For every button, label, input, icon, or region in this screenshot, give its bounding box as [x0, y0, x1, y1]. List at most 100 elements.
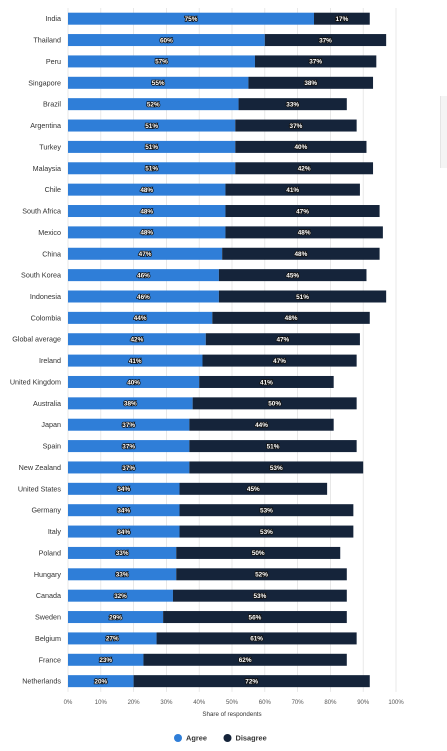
- bar-disagree: [264, 34, 387, 47]
- data-label-agree: 46%: [137, 294, 150, 301]
- data-label-disagree: 45%: [286, 272, 299, 279]
- bar-disagree: [179, 482, 328, 495]
- data-label-disagree: 38%: [304, 80, 317, 87]
- bar-agree: [68, 311, 213, 324]
- data-label-agree: 33%: [116, 572, 129, 579]
- data-label-agree: 40%: [127, 379, 140, 386]
- data-label-agree: 46%: [137, 272, 150, 279]
- data-label-agree: 38%: [124, 401, 137, 408]
- data-label-agree: 51%: [145, 144, 158, 151]
- data-label-agree: 52%: [147, 101, 160, 108]
- bar-disagree: [225, 205, 380, 218]
- bar-disagree: [156, 632, 357, 645]
- category-label: Indonesia: [30, 292, 61, 301]
- bar-agree: [68, 333, 206, 346]
- bar-agree: [68, 375, 200, 388]
- bar-agree: [68, 675, 134, 688]
- category-label: New Zealand: [19, 463, 61, 472]
- bar-disagree: [235, 140, 367, 153]
- bar-agree: [68, 269, 219, 282]
- side-panel-tab[interactable]: [440, 96, 447, 168]
- data-label-agree: 44%: [134, 315, 147, 322]
- data-label-agree: 41%: [129, 358, 142, 365]
- x-tick-label: 20%: [128, 700, 141, 706]
- bar-agree: [68, 34, 265, 47]
- legend-marker-disagree: [223, 734, 232, 742]
- category-label: Colombia: [31, 313, 61, 322]
- data-label-disagree: 44%: [255, 422, 268, 429]
- category-label: South Africa: [22, 207, 61, 216]
- bar-agree: [68, 632, 157, 645]
- bar-agree: [68, 397, 193, 410]
- category-label: Malaysia: [33, 164, 61, 173]
- data-label-agree: 60%: [160, 37, 173, 44]
- data-label-agree: 48%: [140, 187, 153, 194]
- data-label-agree: 32%: [114, 593, 127, 600]
- bar-agree: [68, 98, 239, 111]
- bar-disagree: [225, 183, 360, 196]
- bar-disagree: [202, 354, 357, 367]
- legend-label-agree: Agree: [186, 734, 207, 743]
- bar-disagree: [235, 119, 357, 132]
- bar-disagree: [314, 12, 370, 25]
- data-label-agree: 51%: [145, 123, 158, 130]
- x-tick-label: 100%: [388, 700, 404, 706]
- data-label-disagree: 51%: [267, 443, 280, 450]
- data-label-disagree: 48%: [285, 315, 298, 322]
- bar-disagree: [179, 525, 354, 538]
- bar-disagree: [212, 311, 370, 324]
- category-label: Ireland: [39, 356, 61, 365]
- bar-agree: [68, 461, 190, 474]
- data-label-agree: 51%: [145, 166, 158, 173]
- category-label: United Kingdom: [10, 377, 61, 386]
- data-label-disagree: 41%: [260, 379, 273, 386]
- data-label-agree: 23%: [99, 657, 112, 664]
- bar-disagree: [199, 375, 334, 388]
- bar-agree: [68, 525, 180, 538]
- data-label-agree: 37%: [122, 422, 135, 429]
- data-label-disagree: 52%: [255, 572, 268, 579]
- x-axis-title: Share of respondents: [202, 711, 261, 718]
- category-label: Global average: [12, 335, 61, 344]
- bar-disagree: [189, 418, 334, 431]
- category-label: United States: [18, 484, 62, 493]
- bar-agree: [68, 504, 180, 517]
- category-label: Poland: [39, 548, 61, 557]
- bar-disagree: [235, 162, 374, 175]
- data-label-agree: 29%: [109, 614, 122, 621]
- bar-agree: [68, 140, 236, 153]
- data-label-disagree: 48%: [298, 230, 311, 237]
- category-label: Mexico: [38, 228, 61, 237]
- data-label-agree: 34%: [117, 507, 130, 514]
- data-label-agree: 48%: [140, 208, 153, 215]
- category-label: South Korea: [21, 271, 61, 280]
- x-tick-label: 30%: [160, 700, 173, 706]
- data-label-disagree: 62%: [239, 657, 252, 664]
- x-tick-label: 10%: [95, 700, 108, 706]
- x-tick-label: 0%: [64, 700, 73, 706]
- bar-disagree: [218, 290, 387, 303]
- bar-disagree: [254, 55, 377, 68]
- bar-disagree: [176, 568, 347, 581]
- category-label: Chile: [45, 185, 61, 194]
- category-label: Sweden: [35, 613, 61, 622]
- data-label-disagree: 51%: [296, 294, 309, 301]
- bar-disagree: [172, 589, 347, 602]
- bar-disagree: [143, 653, 347, 666]
- category-label: Japan: [41, 420, 61, 429]
- data-label-agree: 48%: [140, 230, 153, 237]
- data-label-disagree: 53%: [260, 529, 273, 536]
- bar-agree: [68, 653, 144, 666]
- bar-disagree: [133, 675, 370, 688]
- data-label-disagree: 33%: [286, 101, 299, 108]
- data-label-disagree: 45%: [247, 486, 260, 493]
- bar-disagree: [192, 397, 357, 410]
- category-label: Australia: [33, 399, 61, 408]
- category-label: Belgium: [35, 634, 61, 643]
- bar-agree: [68, 76, 249, 89]
- data-label-agree: 34%: [117, 486, 130, 493]
- data-label-disagree: 72%: [245, 678, 258, 685]
- x-tick-label: 50%: [226, 700, 239, 706]
- category-label: Canada: [36, 591, 61, 600]
- bar-agree: [68, 589, 173, 602]
